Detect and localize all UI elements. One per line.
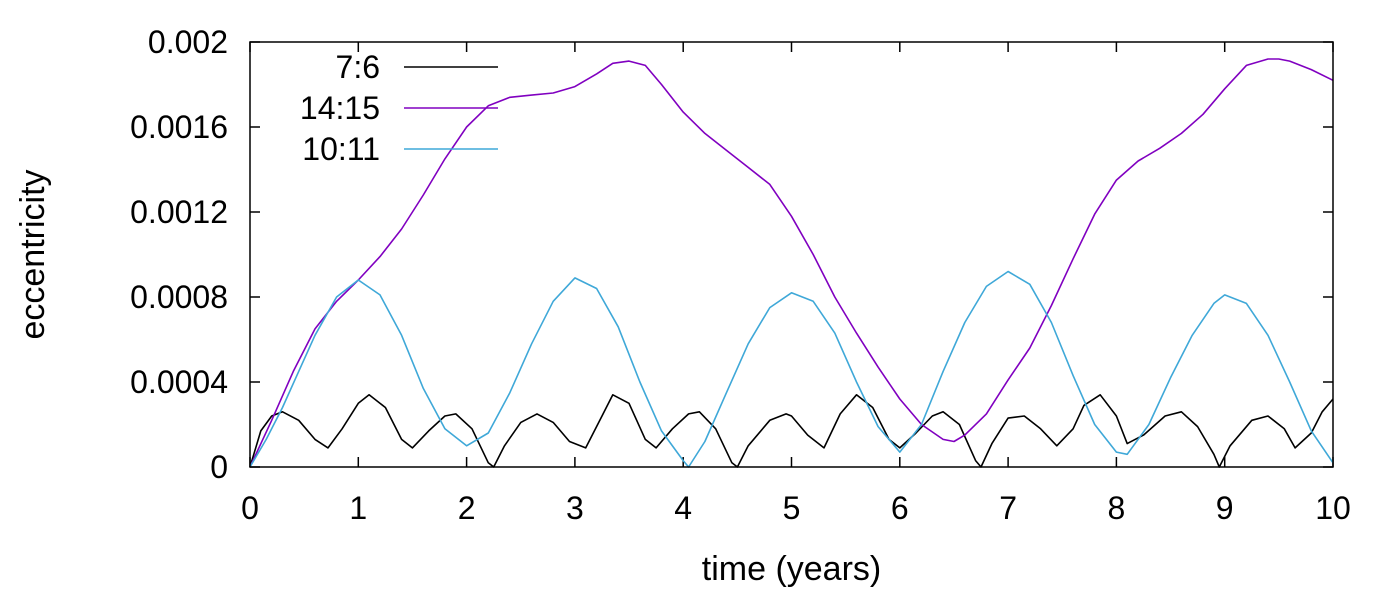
x-tick-label: 10 xyxy=(1315,490,1351,526)
x-tick-label: 8 xyxy=(1108,490,1126,526)
y-axis-title: eccentricity xyxy=(14,169,52,339)
legend-label: 14:15 xyxy=(300,90,380,126)
series-line-0 xyxy=(249,394,1334,468)
y-tick-label: 0.0016 xyxy=(130,109,228,145)
x-tick-label: 0 xyxy=(241,490,259,526)
legend-label: 10:11 xyxy=(302,131,380,167)
x-tick-label: 1 xyxy=(349,490,367,526)
y-tick-label: 0.002 xyxy=(148,24,228,60)
x-tick-label: 9 xyxy=(1216,490,1234,526)
y-tick-layer: 0 0.0004 0.0008 0.0012 0.0016 0.002 xyxy=(130,24,1333,485)
x-tick-label: 7 xyxy=(999,490,1017,526)
y-tick-label: 0 xyxy=(210,449,228,485)
x-tick-label: 4 xyxy=(674,490,692,526)
x-tick-label: 5 xyxy=(783,490,801,526)
x-axis-title: time (years) xyxy=(702,550,881,588)
x-tick-label: 3 xyxy=(566,490,584,526)
legend-label: 7:6 xyxy=(336,49,380,85)
y-tick-label: 0.0008 xyxy=(130,279,228,315)
x-tick-label: 6 xyxy=(891,490,909,526)
y-tick-label: 0.0012 xyxy=(130,194,228,230)
plot-frame xyxy=(249,41,1334,468)
series-line-1 xyxy=(249,58,1334,468)
series-layer xyxy=(249,58,1334,468)
series-line-2 xyxy=(249,270,1334,468)
legend: 7:6 14:15 10:11 xyxy=(300,49,498,167)
y-tick-label: 0.0004 xyxy=(130,364,228,400)
x-tick-layer: 0 1 2 3 4 5 6 7 8 9 10 xyxy=(241,42,1351,526)
x-tick-label: 2 xyxy=(458,490,476,526)
